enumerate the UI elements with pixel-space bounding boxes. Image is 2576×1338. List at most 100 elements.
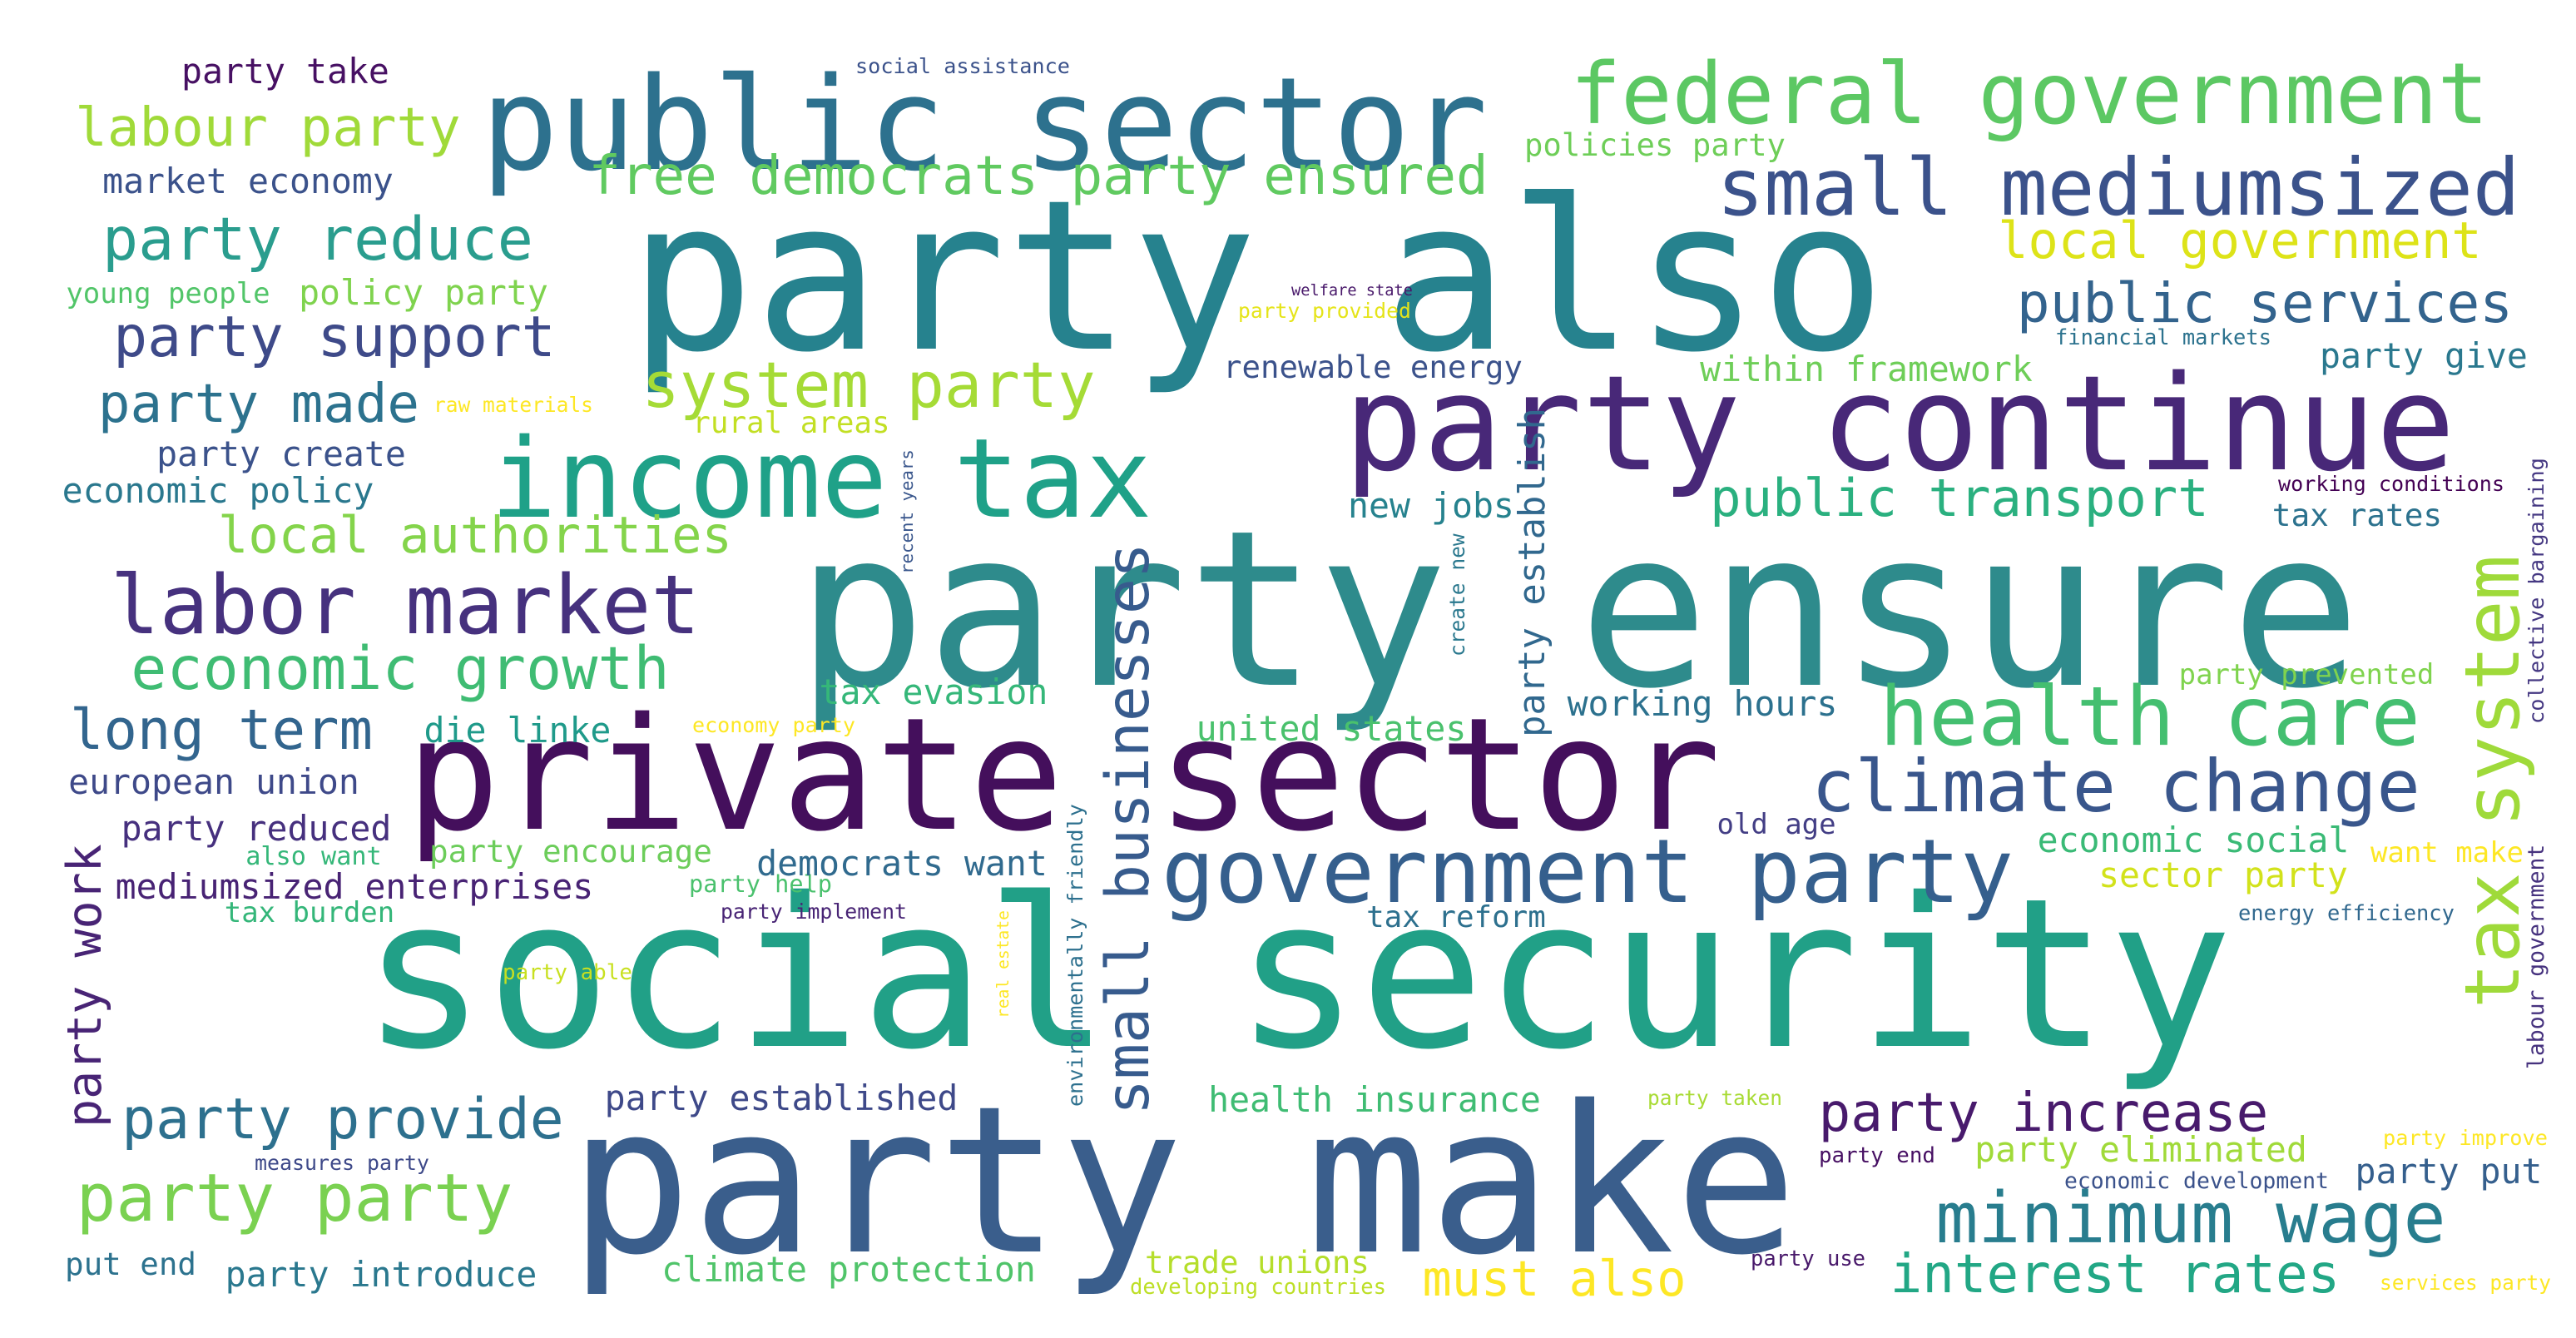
word: create new	[1445, 533, 1469, 657]
word: economic development	[2063, 1167, 2329, 1194]
word: health insurance	[1208, 1079, 1541, 1121]
word: party put	[2355, 1151, 2543, 1192]
word: party continue	[1344, 347, 2455, 501]
word: party reduce	[102, 204, 533, 275]
word: european union	[68, 761, 359, 803]
word: renewable energy	[1223, 349, 1523, 386]
word: interest rates	[1890, 1242, 2341, 1306]
word: environmentally friendly	[1063, 804, 1087, 1107]
word: economic policy	[62, 470, 374, 512]
word: party make	[568, 1062, 1798, 1301]
word: want make	[2370, 836, 2524, 870]
word: old age	[1717, 808, 1836, 842]
word: party help	[689, 869, 832, 898]
word: rural areas	[692, 406, 890, 441]
word: economic growth	[131, 633, 670, 704]
word: party encourage	[429, 833, 712, 870]
word: energy efficiency	[2238, 900, 2455, 926]
word: party take	[181, 51, 389, 92]
word: welfare state	[1291, 281, 1413, 300]
word: party eliminated	[1974, 1129, 2307, 1171]
word: tax evasion	[819, 671, 1048, 713]
word: party introduce	[225, 1254, 537, 1296]
word: sector party	[2098, 855, 2348, 896]
word: party reduced	[121, 808, 392, 850]
word: private sector	[406, 685, 1721, 867]
word: party provide	[121, 1087, 564, 1153]
word: policies party	[1524, 126, 1786, 164]
word: working conditions	[2278, 472, 2504, 497]
word: party increase	[1818, 1081, 2269, 1144]
word: labour government	[2524, 844, 2549, 1070]
word: die linke	[424, 710, 612, 751]
word: services party	[2380, 1270, 2551, 1295]
word: party end	[1819, 1143, 1935, 1169]
word: market economy	[102, 161, 394, 202]
word: trade unions	[1145, 1244, 1370, 1281]
word: measures party	[255, 1150, 429, 1175]
word: party established	[604, 1078, 959, 1119]
word: also want	[245, 841, 382, 871]
word: party party	[76, 1159, 513, 1237]
word: small businesses	[1093, 543, 1162, 1115]
word: new jobs	[1348, 485, 1514, 527]
word: health care	[1880, 669, 2420, 765]
word: party prevented	[2178, 658, 2435, 692]
word: party work	[57, 844, 112, 1128]
word: system party	[642, 349, 1096, 423]
word: labor market	[110, 558, 701, 653]
word: party provided	[1238, 298, 1411, 323]
word: raw materials	[433, 392, 593, 417]
word: party use	[1751, 1246, 1866, 1272]
word: party improve	[2383, 1126, 2548, 1151]
word: tax reform	[1366, 900, 1546, 935]
word: small mediumsized	[1717, 141, 2520, 234]
word: recent years	[897, 449, 917, 574]
word: climate change	[1811, 744, 2420, 829]
word: party support	[113, 305, 556, 371]
word: must also	[1422, 1250, 1687, 1307]
word: government party	[1162, 820, 2014, 924]
word: social security	[361, 854, 2233, 1096]
word: working hours	[1567, 683, 1838, 725]
word: free democrats party ensured	[588, 144, 1489, 207]
word: public sector	[481, 49, 1489, 200]
word: collective bargaining	[2524, 458, 2549, 724]
word: party taken	[1647, 1085, 1782, 1110]
word: party give	[2320, 335, 2528, 377]
word: public services	[2016, 270, 2513, 335]
word: party also	[628, 155, 1886, 399]
word: local authorities	[218, 506, 732, 565]
word: policy party	[299, 272, 548, 314]
word: party implement	[721, 899, 907, 924]
word: tax rates	[2271, 497, 2443, 534]
word: party able	[503, 960, 632, 986]
word: party create	[156, 434, 406, 475]
word: tax system	[2450, 554, 2537, 1008]
word: labour party	[75, 96, 461, 159]
word: party ensure	[795, 483, 2361, 736]
word: democrats want	[756, 843, 1048, 885]
word: climate protection	[661, 1249, 1036, 1291]
word: real estate	[993, 910, 1013, 1018]
word: federal government	[1569, 45, 2489, 145]
word: united states	[1196, 708, 1467, 750]
word: tax burden	[224, 896, 395, 930]
word: financial markets	[2055, 325, 2271, 350]
word: public transport	[1710, 467, 2209, 528]
word: put end	[65, 1246, 196, 1283]
word: economic social	[2037, 820, 2350, 861]
word: economy party	[692, 713, 855, 738]
word: within framework	[1700, 349, 2033, 390]
word: party establish	[1511, 408, 1553, 737]
word: party made	[97, 372, 420, 435]
word: young people	[66, 277, 270, 311]
word: developing countries	[1130, 1275, 1386, 1301]
word: minimum wage	[1935, 1177, 2446, 1260]
word: mediumsized enterprises	[115, 866, 594, 908]
word: social assistance	[855, 54, 1070, 79]
word: long term	[70, 697, 373, 763]
word: local government	[1998, 211, 2482, 270]
word: income tax	[490, 414, 1152, 543]
